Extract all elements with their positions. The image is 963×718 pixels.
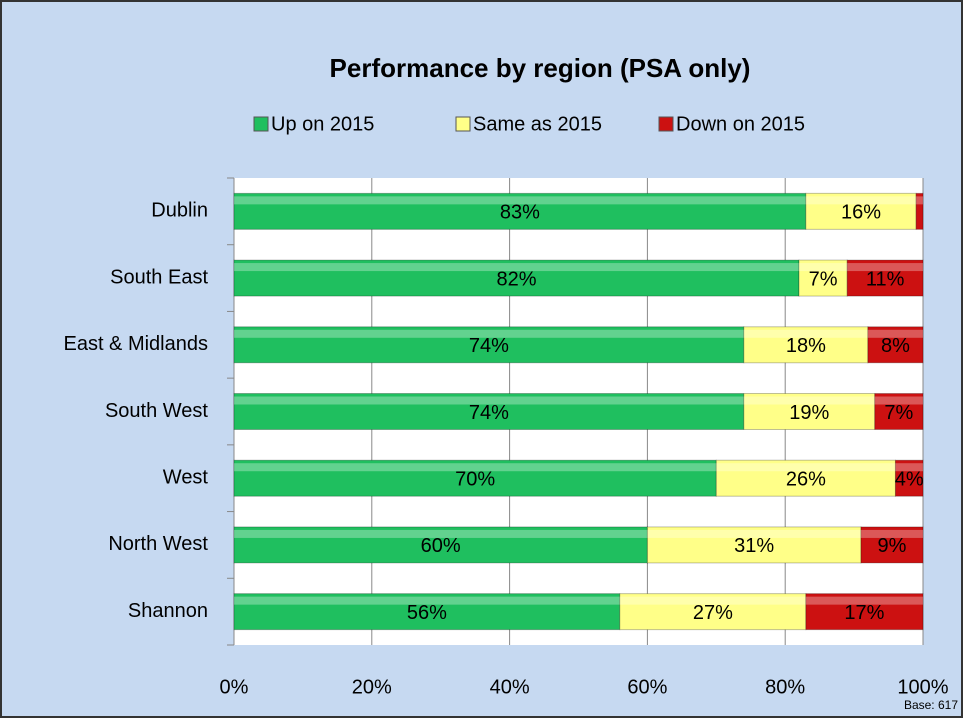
- data-label: 9%: [878, 535, 907, 557]
- bar-highlight: [647, 529, 861, 538]
- x-tick-label: 60%: [627, 676, 667, 698]
- x-tick-label: 20%: [352, 676, 392, 698]
- bar-highlight: [798, 263, 848, 272]
- bar-segment: [233, 526, 648, 564]
- bar-highlight: [895, 463, 923, 472]
- bar-highlight: [874, 396, 923, 405]
- bar-segment: [233, 459, 717, 497]
- data-label: 27%: [693, 602, 733, 624]
- bar-segment: [846, 259, 924, 297]
- data-label: 74%: [469, 402, 509, 424]
- data-label: 11%: [866, 268, 905, 290]
- bar-segment: [894, 459, 924, 497]
- bar-segment: [874, 393, 924, 430]
- data-label: 82%: [496, 268, 536, 290]
- legend-label: Up on 2015: [271, 113, 374, 135]
- bar-segment: [233, 259, 800, 297]
- bar-segment: [743, 326, 869, 364]
- bar-highlight: [234, 463, 717, 472]
- bar-highlight: [234, 396, 744, 405]
- bar-segment: [233, 326, 745, 364]
- legend-label: Same as 2015: [473, 113, 602, 135]
- bar-segment: [805, 593, 924, 631]
- bar-highlight: [234, 529, 648, 538]
- data-label: 70%: [455, 468, 495, 490]
- legend-label: Down on 2015: [676, 113, 805, 135]
- y-tick-label: Shannon: [128, 600, 208, 622]
- data-label: 60%: [421, 535, 461, 557]
- bar-segment: [233, 192, 807, 230]
- y-tick-label: West: [163, 466, 209, 488]
- data-label: 17%: [844, 602, 884, 624]
- bar-segment: [860, 526, 924, 564]
- x-tick-label: 80%: [765, 676, 805, 698]
- data-label: 19%: [789, 402, 829, 424]
- data-label: 74%: [469, 335, 509, 357]
- bar-highlight: [860, 529, 923, 538]
- bar-segment: [743, 393, 876, 430]
- chart-title: Performance by region (PSA only): [330, 53, 751, 83]
- data-label: 7%: [809, 268, 838, 290]
- data-label: 31%: [734, 535, 774, 557]
- bar-segment: [233, 593, 621, 631]
- y-tick-label: Dublin: [151, 200, 208, 222]
- legend-swatch: [658, 116, 674, 132]
- bar-highlight: [743, 329, 868, 338]
- bar-highlight: [234, 263, 799, 272]
- bar-highlight: [847, 263, 923, 272]
- bar-segment: [915, 192, 924, 230]
- bar-highlight: [234, 329, 744, 338]
- bar-highlight: [916, 196, 923, 205]
- y-tick-label: South West: [105, 400, 208, 422]
- x-tick-label: 40%: [490, 676, 530, 698]
- legend-swatch: [455, 116, 471, 132]
- data-label: 56%: [407, 602, 447, 624]
- bar-highlight: [716, 463, 896, 472]
- data-label: 16%: [841, 202, 881, 224]
- x-tick-label: 0%: [220, 676, 249, 698]
- data-label: 18%: [786, 335, 826, 357]
- bar-highlight: [805, 196, 917, 205]
- y-tick-label: South East: [110, 266, 208, 288]
- bar-highlight: [867, 329, 923, 338]
- bar-segment: [646, 526, 862, 564]
- bar-highlight: [234, 596, 620, 605]
- bar-highlight: [743, 396, 875, 405]
- bar-highlight: [805, 596, 923, 605]
- data-label: 7%: [884, 402, 913, 424]
- data-label: 26%: [786, 468, 826, 490]
- data-label: 4%: [895, 468, 924, 490]
- bar-highlight: [619, 596, 806, 605]
- legend-swatch: [253, 116, 269, 132]
- data-label: 8%: [881, 335, 910, 357]
- x-tick-label: 100%: [897, 676, 948, 698]
- bar-segment: [867, 326, 924, 364]
- data-label: 83%: [500, 202, 540, 224]
- bar-segment: [798, 259, 848, 297]
- y-tick-label: East & Midlands: [63, 333, 208, 355]
- annotation: Base: 617: [904, 698, 958, 712]
- y-tick-label: North West: [108, 533, 208, 555]
- bar-highlight: [234, 196, 806, 205]
- bar-segment: [619, 593, 807, 631]
